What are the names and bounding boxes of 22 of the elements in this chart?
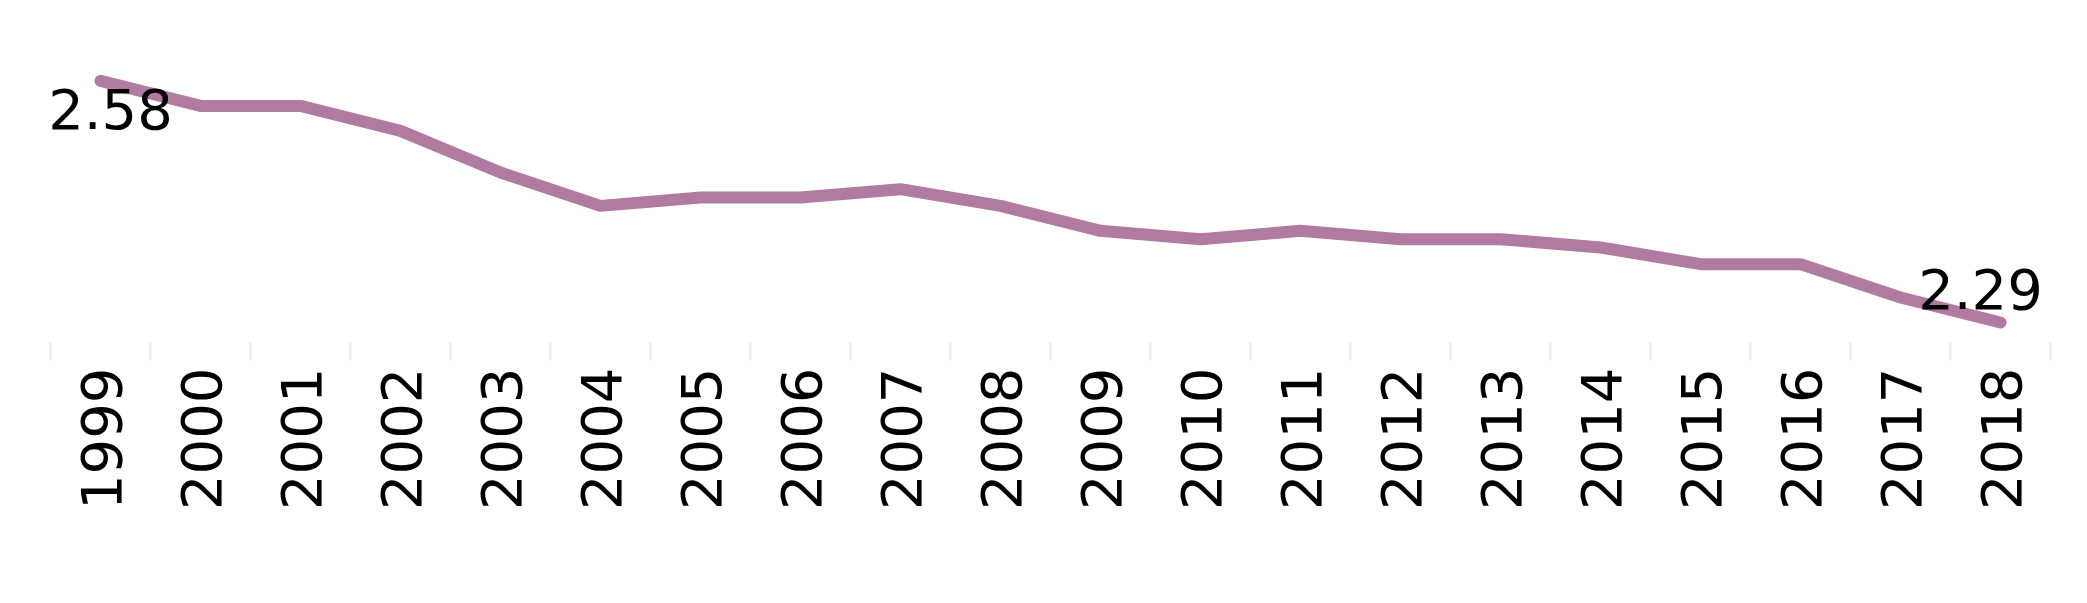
x-tick-label: 2007 bbox=[868, 367, 934, 511]
x-tick-label: 2012 bbox=[1368, 367, 1434, 511]
x-tick-label: 2010 bbox=[1168, 367, 1234, 511]
x-tick-label: 2008 bbox=[968, 367, 1034, 511]
x-tick-label: 2003 bbox=[468, 367, 534, 511]
data-label: 2.29 bbox=[1918, 257, 2043, 323]
x-tick-label: 2014 bbox=[1568, 367, 1634, 511]
x-tick-label: 2018 bbox=[1968, 367, 2034, 511]
x-tick-label: 2009 bbox=[1068, 367, 1134, 511]
x-tick-label: 2000 bbox=[168, 367, 234, 511]
x-tick-label: 2015 bbox=[1668, 367, 1734, 511]
x-tick-label: 2001 bbox=[268, 367, 334, 511]
x-tick-label: 2017 bbox=[1868, 367, 1934, 511]
x-tick-label: 2011 bbox=[1268, 367, 1334, 511]
x-tick-label: 1999 bbox=[68, 367, 134, 511]
x-tick-label: 2004 bbox=[568, 367, 634, 511]
data-label: 2.58 bbox=[48, 76, 173, 142]
x-tick-label: 2006 bbox=[768, 367, 834, 511]
x-tick-label: 2016 bbox=[1768, 367, 1834, 511]
x-tick-label: 2002 bbox=[368, 367, 434, 511]
x-tick-label: 2005 bbox=[668, 367, 734, 511]
x-tick-label: 2013 bbox=[1468, 367, 1534, 511]
